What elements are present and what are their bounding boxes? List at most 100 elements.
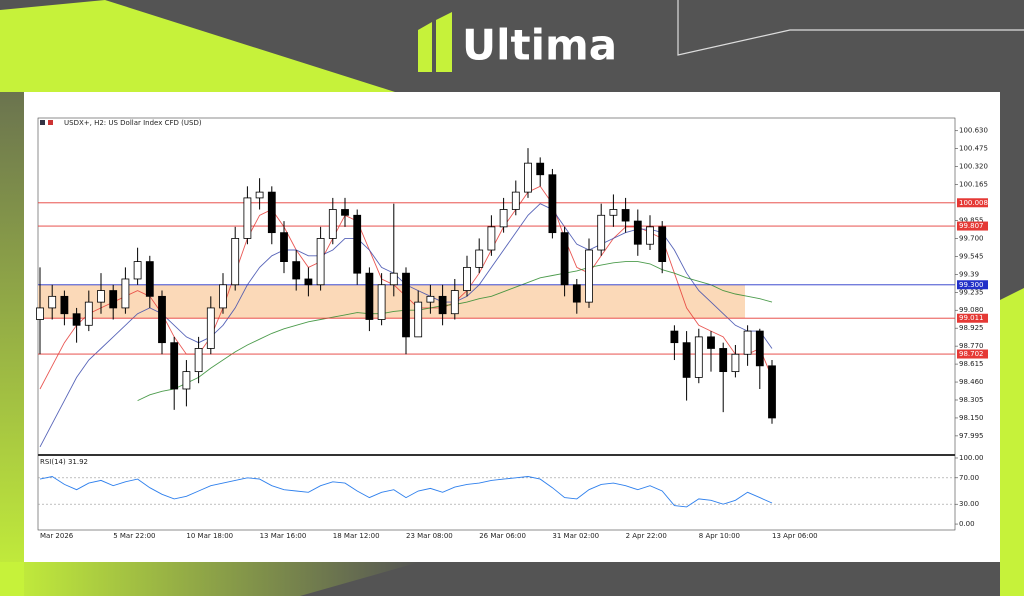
candle-body [182,371,191,390]
candle-body [109,290,118,309]
candle-body [170,342,179,390]
candle-body [426,295,435,303]
y-tick-label: 100.475 [959,145,988,153]
y-tick-label: 70.00 [959,474,979,482]
candle-body [450,290,459,315]
candle-body [97,290,105,303]
x-tick-label: 2 Apr 22:00 [626,532,667,540]
candle-body [585,249,593,303]
y-tick-label: 99.080 [959,306,984,314]
candle-body [231,238,240,286]
candle-body [475,249,484,268]
candle-body [548,174,557,234]
candle-body [609,209,618,216]
candle-body [658,226,667,263]
level-tag [957,349,988,359]
brand: Ultima [462,21,617,70]
y-tick-label: 99.855 [959,216,984,224]
candle-body [219,284,227,309]
candle-body [60,295,69,315]
y-tick-label: 0.00 [959,520,975,528]
candle-body [158,295,166,344]
accent-top [0,0,395,92]
candle-body [646,226,654,245]
y-tick-label: 100.630 [959,127,988,135]
level-label: 99.011 [959,314,984,322]
x-tick-label: 13 Mar 16:00 [260,532,307,540]
candle-body [389,272,398,286]
level-tag [957,198,988,208]
candle-body [743,330,752,355]
candle-body [304,278,313,286]
y-tick-label: 99.39 [959,270,979,278]
candle-body [499,209,508,228]
candle-body [755,330,764,367]
candle-body [768,365,776,419]
logo: Ultima [418,12,617,72]
candle-body [328,209,337,239]
candle-body [72,313,81,326]
x-tick-label: 18 Mar 12:00 [333,532,380,540]
candle-body [36,307,44,320]
candle-body [353,214,362,274]
logo-mark [436,12,452,72]
accent-right [1000,288,1024,596]
y-tick-label: 98.150 [959,414,984,422]
candle-body [694,336,703,378]
y-tick-label: 98.770 [959,342,984,350]
y-tick-label: 98.305 [959,396,984,404]
candle-body [341,209,349,216]
chart-title: USDX+, H2: US Dollar Index CFD (USD) [64,119,202,127]
plot-frame [37,117,956,531]
x-tick-label: 5 Mar 22:00 [113,532,155,540]
zone [38,284,745,319]
candle-body [487,226,496,251]
level-tag [957,221,988,231]
accent-left [0,92,24,596]
chart: 100.630 100.475 100.320 100.165 99.855 99.700… [36,127,988,540]
y-tick-label: 98.615 [959,360,984,368]
symbol-icon [40,120,45,125]
decor-lines [677,0,1024,56]
level-tag [957,313,988,323]
y-tick-label: 30.00 [959,500,979,508]
candle-body [267,191,276,234]
candle-body [511,191,520,210]
symbol-icon [48,120,53,125]
rsi-line [39,476,773,508]
candle-body [670,330,679,344]
candle-body [536,162,545,176]
x-tick-label: 31 Mar 02:00 [552,532,599,540]
level-label: 99.807 [959,222,984,230]
y-tick-label: 98.460 [959,378,984,386]
candle-body [560,232,569,286]
x-tick-label: 8 Apr 10:00 [699,532,740,540]
candle-body [145,261,154,297]
candle-body [206,307,215,349]
chart-panel [24,92,1000,562]
level-label: 99.300 [959,281,984,289]
candle-body [243,197,252,239]
candle-body [682,342,691,378]
candle-body [572,284,581,303]
candle-body [707,336,715,349]
x-tick-label: 13 Apr 06:00 [772,532,818,540]
candle-body [292,261,301,280]
candle-body [280,232,288,263]
x-tick-label: 23 Mar 08:00 [406,532,453,540]
candle-body [255,191,264,199]
accent-bottom [0,562,420,596]
level-label: 100.008 [959,199,988,207]
candle-body [633,220,642,245]
y-tick-label: 99.235 [959,288,984,296]
x-tick-label: Mar 2026 [40,532,74,540]
candle-body [621,209,630,222]
candle-body [84,301,93,326]
y-tick-label: 100.320 [959,163,988,171]
candle-body [524,162,532,193]
rsi-title: RSI(14) 31.92 [40,458,88,466]
y-tick-label: 99.545 [959,252,984,260]
level-label: 98.702 [959,350,984,358]
